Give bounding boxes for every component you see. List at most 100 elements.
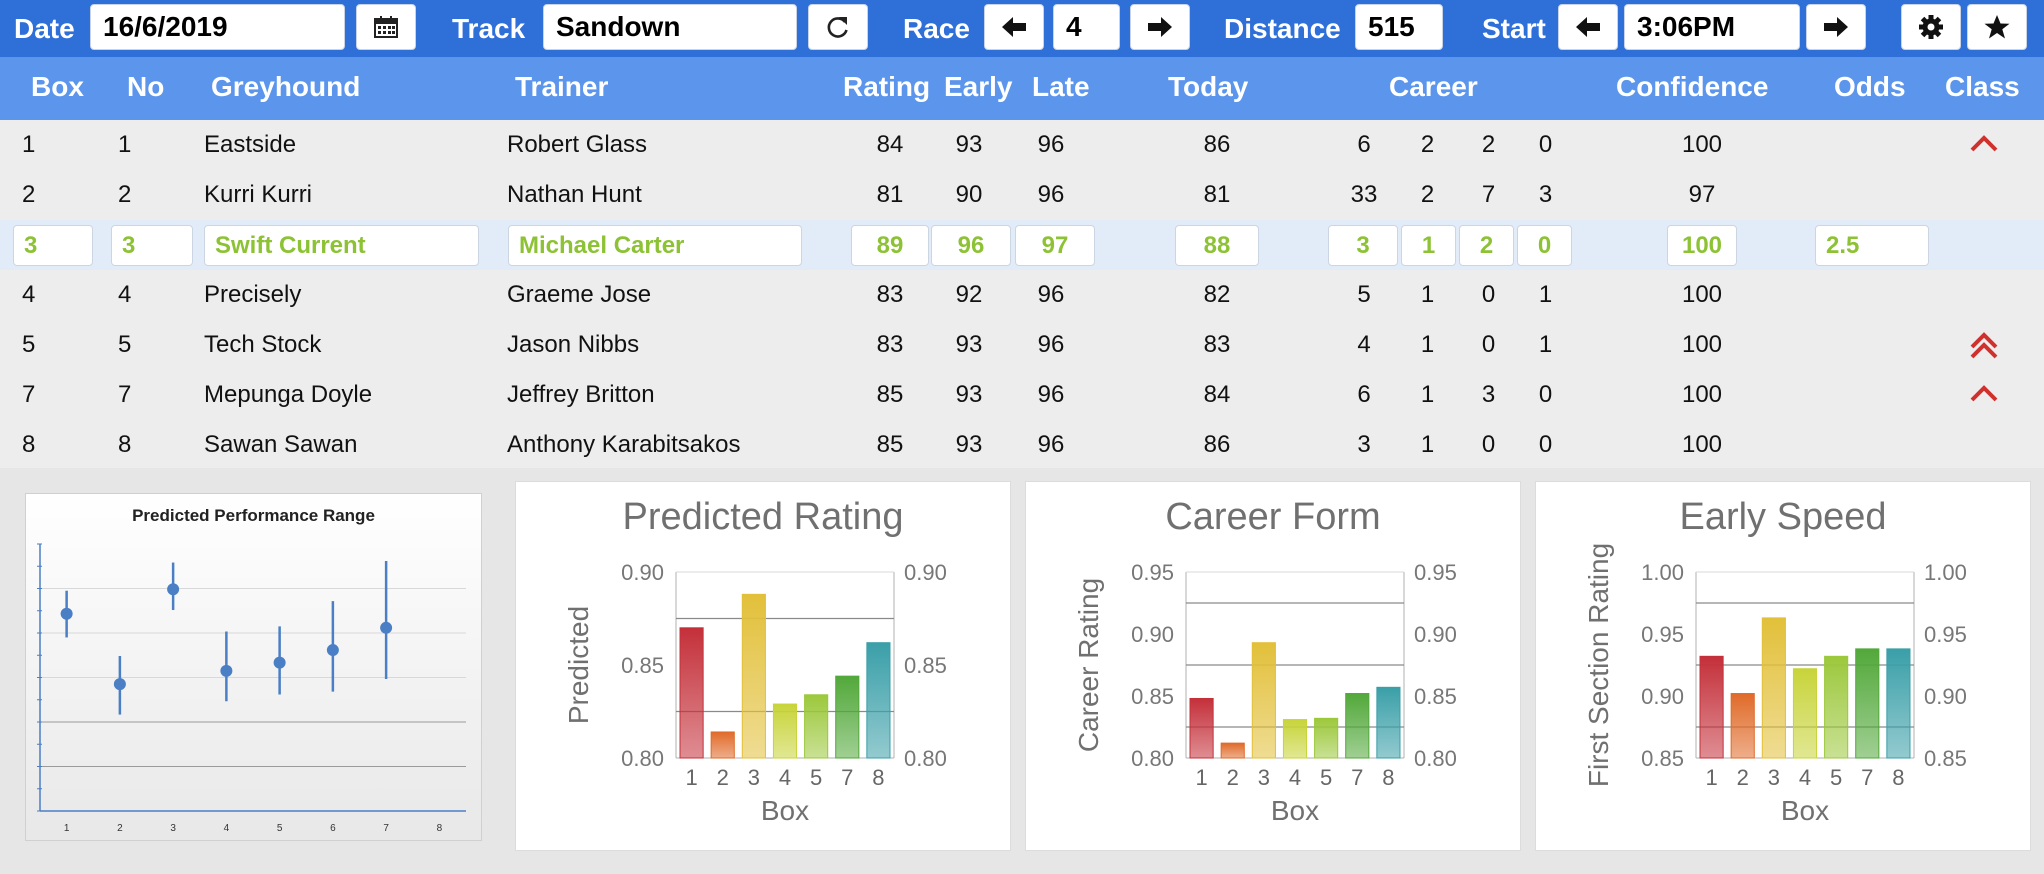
cell-no[interactable]: 3: [111, 225, 193, 266]
cell-c3[interactable]: 2: [1459, 225, 1514, 266]
cell-trainer[interactable]: Michael Carter: [508, 225, 802, 266]
x-tick-label: 1: [1705, 765, 1717, 790]
cell-box: 5: [22, 331, 36, 358]
cell-greyhound[interactable]: Swift Current: [204, 225, 479, 266]
col-class[interactable]: Class: [1945, 71, 2020, 102]
table-row[interactable]: 4 4 Precisely Graeme Jose 83 92 96 82 5 1 0 1 100: [0, 270, 2044, 320]
col-greyhound[interactable]: Greyhound: [211, 71, 361, 102]
col-odds[interactable]: Odds: [1834, 71, 1906, 102]
race-field[interactable]: 4: [1053, 4, 1120, 50]
cell-rating[interactable]: 89: [851, 225, 929, 266]
col-confidence[interactable]: Confidence: [1616, 71, 1769, 102]
data-point: [167, 583, 180, 596]
cell-c4[interactable]: 0: [1517, 225, 1572, 266]
table-row[interactable]: 5 5 Tech Stock Jason Nibbs 83 93 96 83 4 1 0 1 100: [0, 320, 2044, 370]
x-tick-label: 8: [437, 823, 443, 834]
table-row[interactable]: 2 2 Kurri Kurri Nathan Hunt 81 90 96 81 33 2 7 3 97: [0, 170, 2044, 220]
col-rating[interactable]: Rating: [843, 71, 931, 102]
cell-confidence: 100: [1681, 381, 1723, 408]
cell-rating: 83: [876, 281, 904, 308]
cell-today: 81: [1203, 181, 1231, 208]
gear-icon: [1919, 15, 1943, 39]
cell-greyhound: Mepunga Doyle: [204, 381, 373, 408]
col-early[interactable]: Early: [944, 71, 1013, 102]
cell-early: 93: [955, 331, 983, 358]
y-axis-label: Predicted: [563, 606, 594, 724]
early-speed-chart: 0.85 0.85 0.90 0.90 0.95 0.95 1.00 1.00 1 2 3 4 5 7 8 B…: [1583, 543, 1967, 826]
col-today[interactable]: Today: [1168, 71, 1249, 102]
cell-trainer: Graeme Jose: [507, 281, 652, 308]
start-next-button[interactable]: [1806, 4, 1866, 50]
cell-today: 86: [1203, 131, 1231, 158]
data-point: [220, 664, 233, 677]
race-prev-button[interactable]: [984, 4, 1044, 50]
bar: [1699, 655, 1724, 759]
cell-box: 1: [22, 131, 36, 158]
table-row[interactable]: 8 8 Sawan Sawan Anthony Karabitsakos 85 93 96 8…: [0, 420, 2044, 470]
col-late[interactable]: Late: [1032, 71, 1090, 102]
bar: [1314, 717, 1339, 759]
date-field[interactable]: 16/6/2019: [90, 4, 345, 50]
bar: [1251, 642, 1276, 759]
bar: [804, 694, 829, 759]
cell-c1[interactable]: 3: [1328, 225, 1398, 266]
cell-c4: 0: [1538, 131, 1553, 158]
refresh-button[interactable]: [808, 4, 868, 50]
cell-c4: 0: [1538, 431, 1553, 458]
cell-no: 8: [118, 431, 132, 458]
cell-today[interactable]: 88: [1175, 225, 1259, 266]
x-tick-label: 7: [841, 765, 853, 790]
cell-box[interactable]: 3: [13, 225, 93, 266]
x-tick-label: 5: [277, 823, 283, 834]
cell-late[interactable]: 97: [1015, 225, 1095, 266]
bar: [772, 703, 798, 759]
cell-trainer: Jason Nibbs: [507, 331, 640, 358]
col-trainer[interactable]: Trainer: [515, 71, 609, 102]
settings-button[interactable]: [1901, 4, 1961, 50]
distance-field[interactable]: 515: [1355, 4, 1443, 50]
cell-c2: 2: [1420, 181, 1435, 208]
cell-odds[interactable]: 2.5: [1815, 225, 1929, 266]
race-next-button[interactable]: [1130, 4, 1190, 50]
chart-title: Predicted Rating: [622, 496, 904, 538]
cell-early[interactable]: 96: [931, 225, 1011, 266]
start-prev-button[interactable]: [1558, 4, 1618, 50]
performance-range-plot: 1 2 3 4 5 6 7 8: [37, 543, 466, 834]
col-no[interactable]: No: [127, 71, 165, 102]
cell-trainer: Anthony Karabitsakos: [507, 431, 741, 458]
x-tick-label: 5: [1830, 765, 1842, 790]
cell-confidence: 100: [1681, 331, 1723, 358]
cell-trainer: Robert Glass: [507, 131, 648, 158]
track-field[interactable]: Sandown: [543, 4, 797, 50]
cell-c2: 1: [1420, 431, 1435, 458]
col-box[interactable]: Box: [31, 71, 84, 102]
y-axis-label: Career Rating: [1073, 578, 1104, 752]
cell-c1: 4: [1357, 331, 1371, 358]
x-tick-label: 2: [117, 823, 123, 834]
data-point: [326, 644, 339, 657]
y-tick-label: 0.85: [1131, 684, 1174, 709]
x-tick-label: 8: [1382, 765, 1394, 790]
favorite-button[interactable]: [1967, 4, 2027, 50]
table-row[interactable]: 3 3 Swift Current Michael Carter 89 96 97 88 3 1 2…: [0, 220, 2044, 270]
cell-rating: 85: [876, 381, 904, 408]
x-tick-label: 6: [330, 823, 336, 834]
calendar-button[interactable]: [356, 4, 416, 50]
table-row[interactable]: 7 7 Mepunga Doyle Jeffrey Britton 85 93 96 84 6 1…: [0, 370, 2044, 420]
cell-confidence[interactable]: 100: [1667, 225, 1737, 266]
cell-early: 93: [955, 431, 983, 458]
table-row[interactable]: 1 1 Eastside Robert Glass 84 93 96 86 6 2 2 0 100: [0, 120, 2044, 170]
x-axis-label: Box: [761, 795, 809, 826]
cell-c1: 3: [1357, 431, 1371, 458]
cell-c2[interactable]: 1: [1401, 225, 1456, 266]
cell-rating: 83: [876, 331, 904, 358]
y-tick-label: 0.90: [1131, 622, 1174, 647]
cell-confidence: 100: [1681, 281, 1723, 308]
x-tick-label: 5: [1320, 765, 1332, 790]
bar: [679, 627, 704, 759]
start-time-field[interactable]: 3:06PM: [1624, 4, 1800, 50]
x-tick-label: 2: [717, 765, 729, 790]
x-tick-label: 7: [383, 823, 389, 834]
col-career[interactable]: Career: [1389, 71, 1478, 102]
y-tick-label-right: 0.85: [904, 653, 947, 678]
